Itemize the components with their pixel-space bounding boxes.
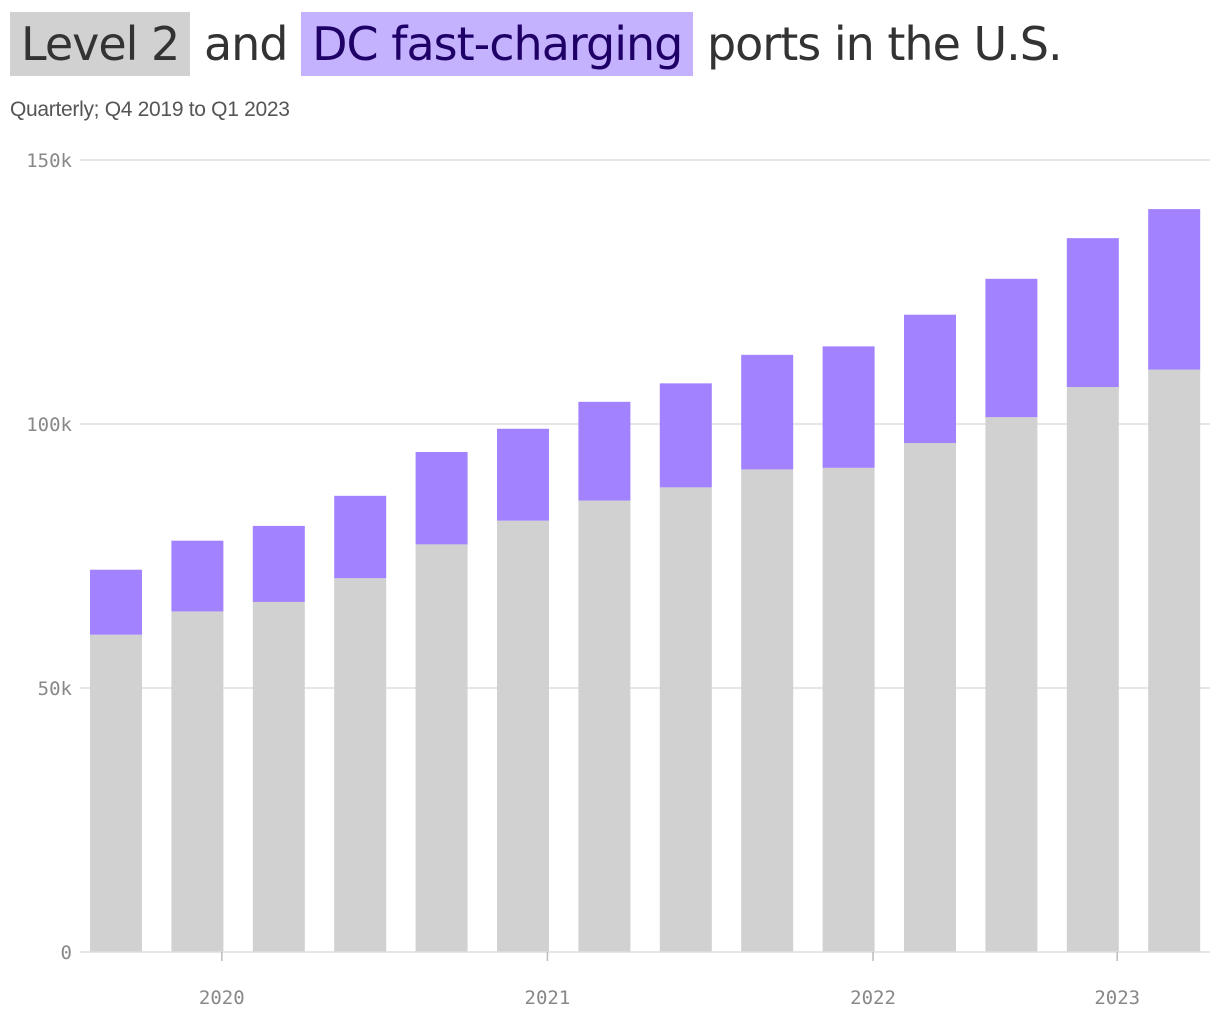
bar-level2 [904,443,956,952]
bar-dc-fast [741,354,794,470]
title-rest: ports in the U.S. [706,17,1063,71]
bar-dc-fast [1066,238,1119,388]
title-and: and [203,17,289,71]
y-tick-label: 100k [26,414,72,436]
bar-dc-fast [171,540,224,612]
bar-level2 [334,578,387,952]
bar-dc-fast [985,278,1038,418]
x-tick-label: 2022 [850,987,896,1009]
bar-dc-fast [415,451,468,545]
chart-subtitle: Quarterly; Q4 2019 to Q1 2023 [10,98,290,121]
bar-dc-fast [1148,209,1201,370]
bar-dc-fast [497,428,549,521]
title-level2-highlight: Level 2 [10,12,191,76]
axes: 0 50k 100k 150k 2020 2021 2022 2023 [26,150,1210,1009]
bar-level2 [415,544,468,952]
bar-level2 [171,611,224,952]
bar-dc-fast [252,525,305,602]
bar-level2 [985,417,1038,952]
bar-level2 [578,500,631,952]
x-tick-label: 2020 [199,987,245,1009]
bar-level2 [659,487,712,952]
y-tick-label: 50k [38,678,73,700]
bars [90,209,1201,953]
bar-level2 [1066,387,1119,952]
title-dc-highlight: DC fast-charging [301,12,694,76]
bar-dc-fast [904,314,956,444]
bar-dc-fast [822,346,875,468]
x-tick-label: 2021 [525,987,571,1009]
bar-level2 [822,467,875,952]
bar-dc-fast [90,569,142,635]
gridlines [80,159,1210,689]
bar-level2 [741,469,794,952]
bar-level2 [497,520,549,952]
y-tick-label: 0 [61,942,72,964]
bar-level2 [1148,369,1201,953]
bar-level2 [252,601,305,952]
chart-title: Level 2 and DC fast-charging ports in th… [10,12,1063,76]
bar-dc-fast [578,401,631,501]
bar-dc-fast [659,383,712,488]
bar-dc-fast [334,495,387,579]
x-tick-label: 2023 [1094,987,1140,1009]
y-tick-label: 150k [26,150,72,172]
bar-level2 [90,634,142,952]
